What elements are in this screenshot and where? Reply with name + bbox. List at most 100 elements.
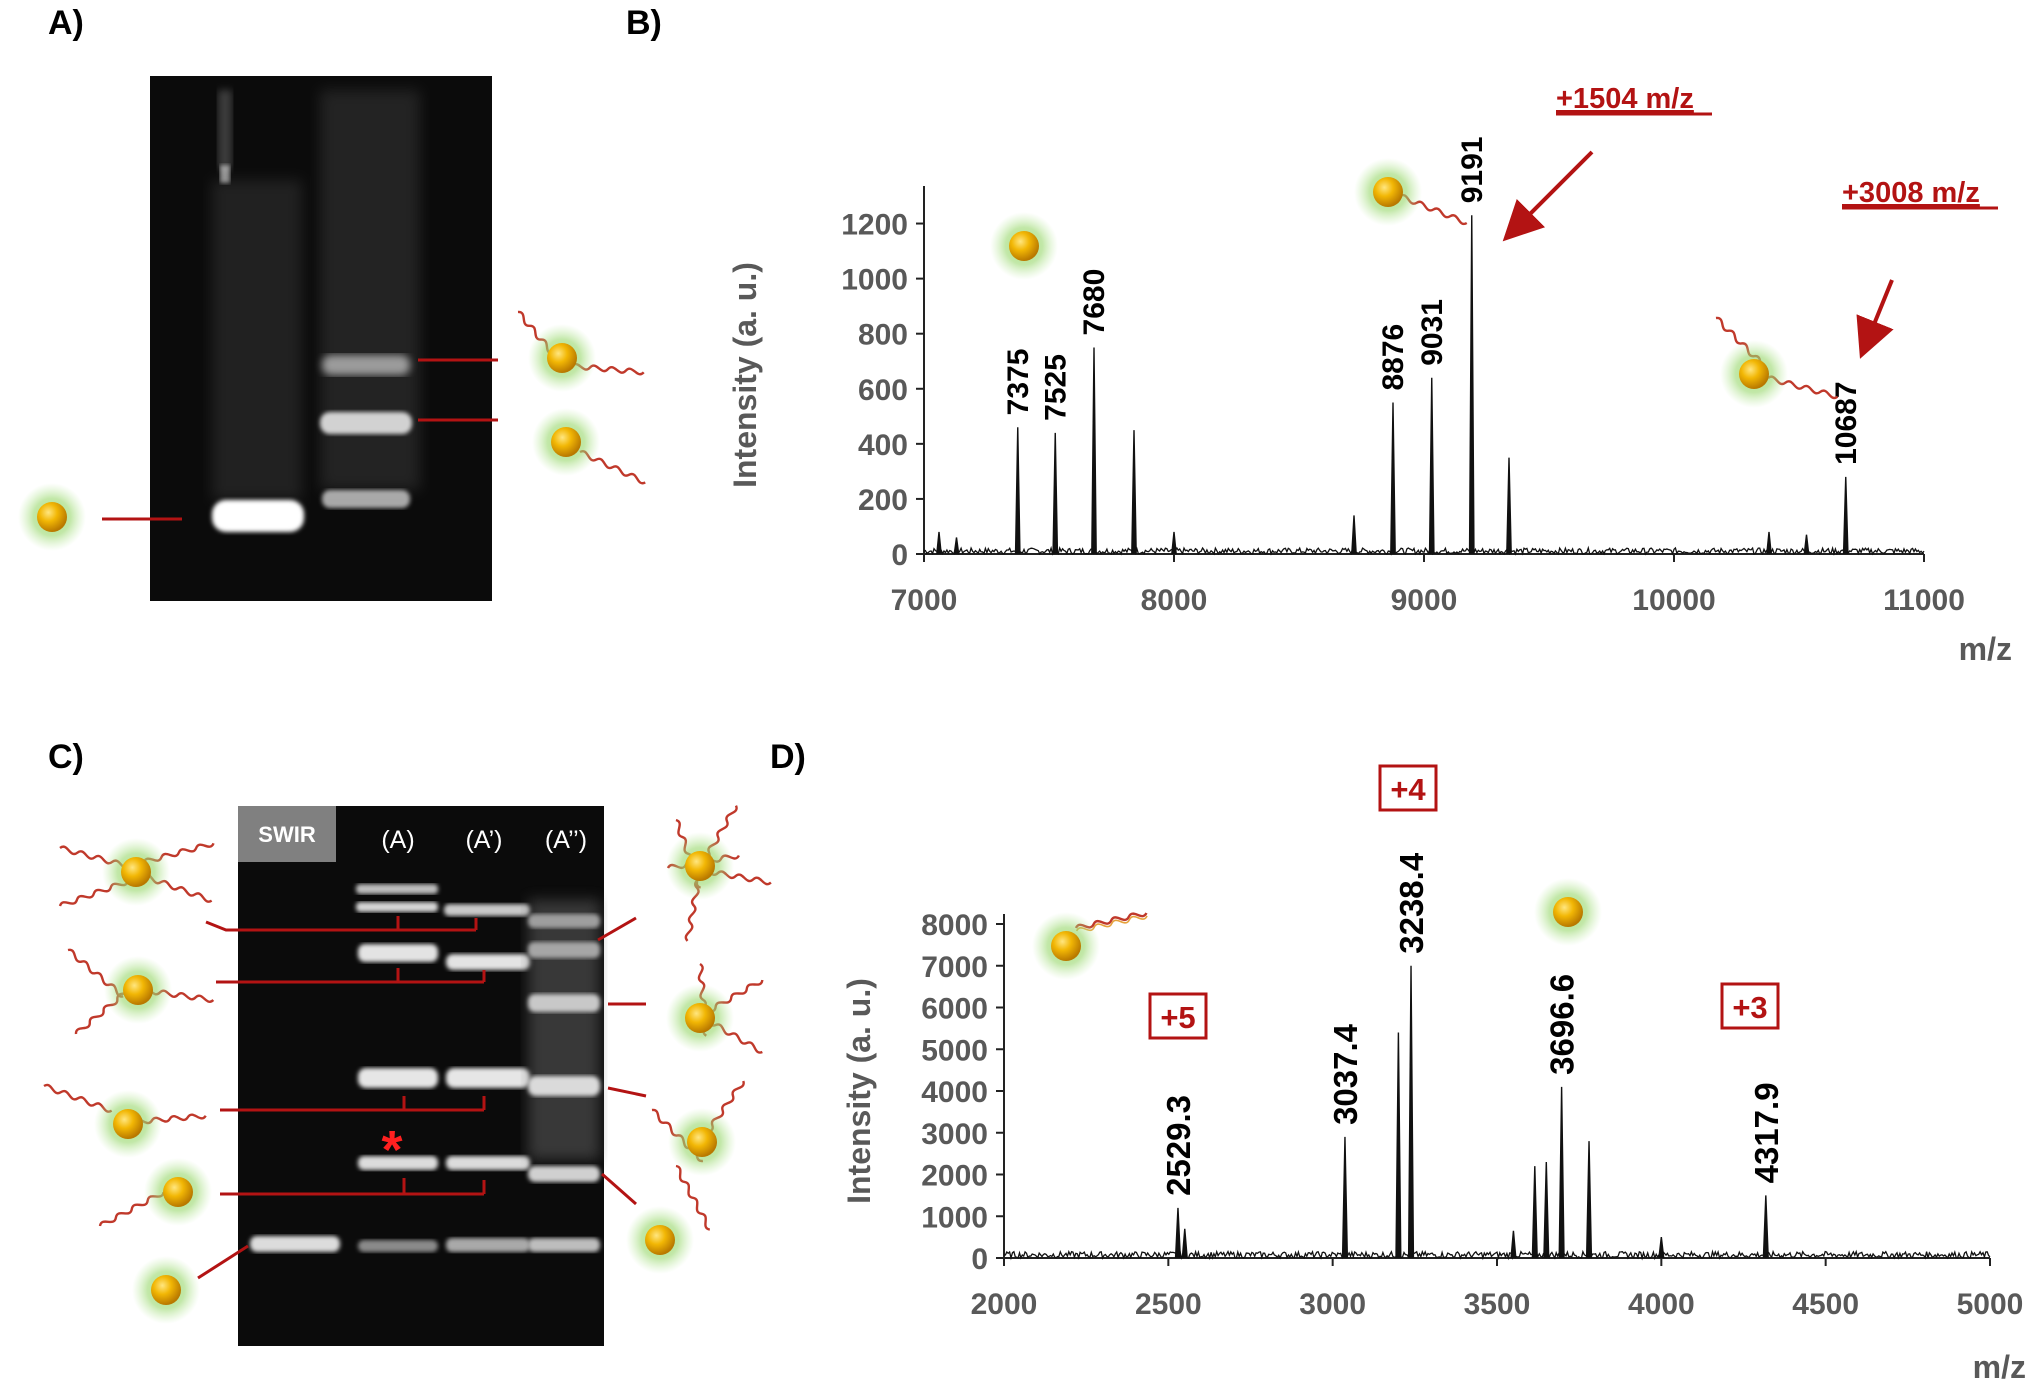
x-tick-label: 4500	[1792, 1288, 1859, 1321]
y-tick-label: 8000	[921, 909, 988, 942]
charge-label-plus5: +5	[1160, 1000, 1195, 1035]
panel-a: A)	[18, 4, 648, 601]
peak	[1181, 1228, 1188, 1259]
annotation-plus-1504: +1504 m/z	[1556, 83, 1694, 115]
nanoparticle-icon	[1534, 878, 1602, 946]
y-tick-label: 7000	[921, 951, 988, 984]
lane-label-a-double-prime: (A’’)	[545, 826, 587, 854]
panel-b-label: B)	[626, 4, 662, 42]
peak-label: 7375	[1002, 349, 1035, 416]
peak	[1585, 1141, 1593, 1259]
panel-a-label: A)	[48, 4, 84, 42]
np-two-strands-icon	[649, 1078, 747, 1176]
arrow-3008	[1856, 279, 1894, 359]
charge-label-plus4: +4	[1390, 772, 1426, 807]
nanoparticle-icon	[132, 1256, 200, 1324]
gel-a-band-free-np	[212, 500, 304, 532]
peak-label: 7680	[1078, 269, 1111, 336]
np-one-strand-icon	[1354, 158, 1469, 227]
y-tick-label: 1000	[841, 264, 908, 297]
peak	[1395, 1032, 1402, 1259]
y-tick-label: 6000	[921, 993, 988, 1026]
np-three-strands-icon	[666, 962, 765, 1056]
gel-c-lane-a1-bands	[444, 904, 530, 1170]
y-tick-label: 2000	[921, 1160, 988, 1193]
peak-label: 4317.9	[1748, 1082, 1785, 1183]
arrow-1504	[1502, 150, 1594, 242]
np-one-strand-icon	[97, 1158, 212, 1230]
gel-a-lane1-smear2	[212, 180, 302, 500]
x-tick-label: 2000	[971, 1288, 1038, 1321]
y-tick-label: 0	[891, 539, 908, 572]
y-tick-label: 1200	[841, 209, 908, 242]
x-tick-label: 3500	[1464, 1288, 1531, 1321]
y-tick-label: 800	[858, 319, 908, 352]
y-tick-label: 600	[858, 374, 908, 407]
peak	[1842, 476, 1849, 555]
peak	[1341, 1136, 1349, 1259]
gel-c-lane-a-np	[358, 1240, 438, 1252]
peak	[1091, 347, 1097, 555]
panel-c-label: C)	[48, 738, 84, 776]
peak	[953, 537, 960, 555]
y-tick-label: 0	[971, 1243, 988, 1276]
gel-a-band-0	[322, 490, 410, 508]
peak-label: 3238.4	[1393, 852, 1430, 954]
charge-badge-plus5: +5	[1148, 992, 1208, 1040]
y-tick-label: 1000	[921, 1201, 988, 1234]
annotation-plus-3008: +3008 m/z	[1842, 177, 1980, 209]
peak-label: 3037.4	[1327, 1023, 1364, 1125]
y-tick-label: 5000	[921, 1034, 988, 1067]
gel-c-lane-a2-np	[528, 1238, 600, 1252]
x-tick-label: 10000	[1632, 584, 1715, 617]
gel-c-brackets	[197, 916, 647, 1280]
peak	[1543, 1161, 1550, 1259]
gel-a-band-2	[322, 355, 410, 375]
gel-c-lane-a-bands	[356, 884, 438, 1170]
gel-a-band-1	[320, 412, 412, 434]
peak-label: 2529.3	[1160, 1095, 1197, 1196]
np-one-strand-icon	[1032, 909, 1149, 980]
peak	[1014, 427, 1021, 555]
gel-c-band-free-np	[250, 1236, 340, 1252]
peak	[1531, 1166, 1538, 1259]
peak	[1468, 215, 1475, 555]
peak	[1658, 1237, 1665, 1259]
x-tick-label: 4000	[1628, 1288, 1695, 1321]
peak	[1407, 965, 1415, 1259]
baseline-trace	[1003, 1249, 1991, 1261]
gel-a-lane1-well	[220, 165, 230, 183]
x-axis-label: m/z	[1959, 631, 2012, 667]
gel-c-lane-a2-bands	[528, 900, 600, 1182]
peak	[1131, 430, 1137, 555]
peak-label: 8876	[1377, 324, 1410, 391]
panel-d-label: D)	[770, 738, 806, 776]
y-tick-label: 200	[858, 484, 908, 517]
np-one-strand-icon	[532, 408, 648, 486]
x-tick-label: 8000	[1141, 584, 1208, 617]
x-tick-label: 5000	[1957, 1288, 2024, 1321]
np-two-strands-icon	[42, 1082, 208, 1158]
baseline-trace	[923, 545, 1925, 556]
peak	[1390, 402, 1396, 555]
np-four-strands-icon	[58, 838, 216, 910]
panel-d: D) 0 1000 2000 3000 4000 5000 6000 7000 8000 2000…	[770, 738, 2026, 1385]
np-one-strand-icon	[626, 1163, 714, 1274]
peak	[1510, 1230, 1517, 1259]
x-tick-label: 9000	[1391, 584, 1458, 617]
np-three-strands-icon	[65, 947, 215, 1037]
panel-c: C) SWIR (A) (A’) (A’’)	[42, 738, 773, 1346]
charge-badge-plus3: +3	[1720, 982, 1780, 1030]
np-four-strands-icon	[666, 803, 773, 943]
np-two-strands-icon	[1713, 315, 1840, 408]
gel-a-lane1-smear	[218, 90, 232, 170]
y-axis-label: Intensity (a. u.)	[727, 262, 763, 488]
y-axis-label: Intensity (a. u.)	[841, 978, 877, 1204]
peak	[1558, 1086, 1565, 1259]
asterisk-marker: *	[381, 1120, 402, 1180]
peak-label: 9031	[1416, 299, 1449, 366]
peak-label: 9191	[1456, 137, 1489, 204]
swir-badge	[238, 806, 336, 862]
nanoparticle-icon	[18, 483, 86, 551]
